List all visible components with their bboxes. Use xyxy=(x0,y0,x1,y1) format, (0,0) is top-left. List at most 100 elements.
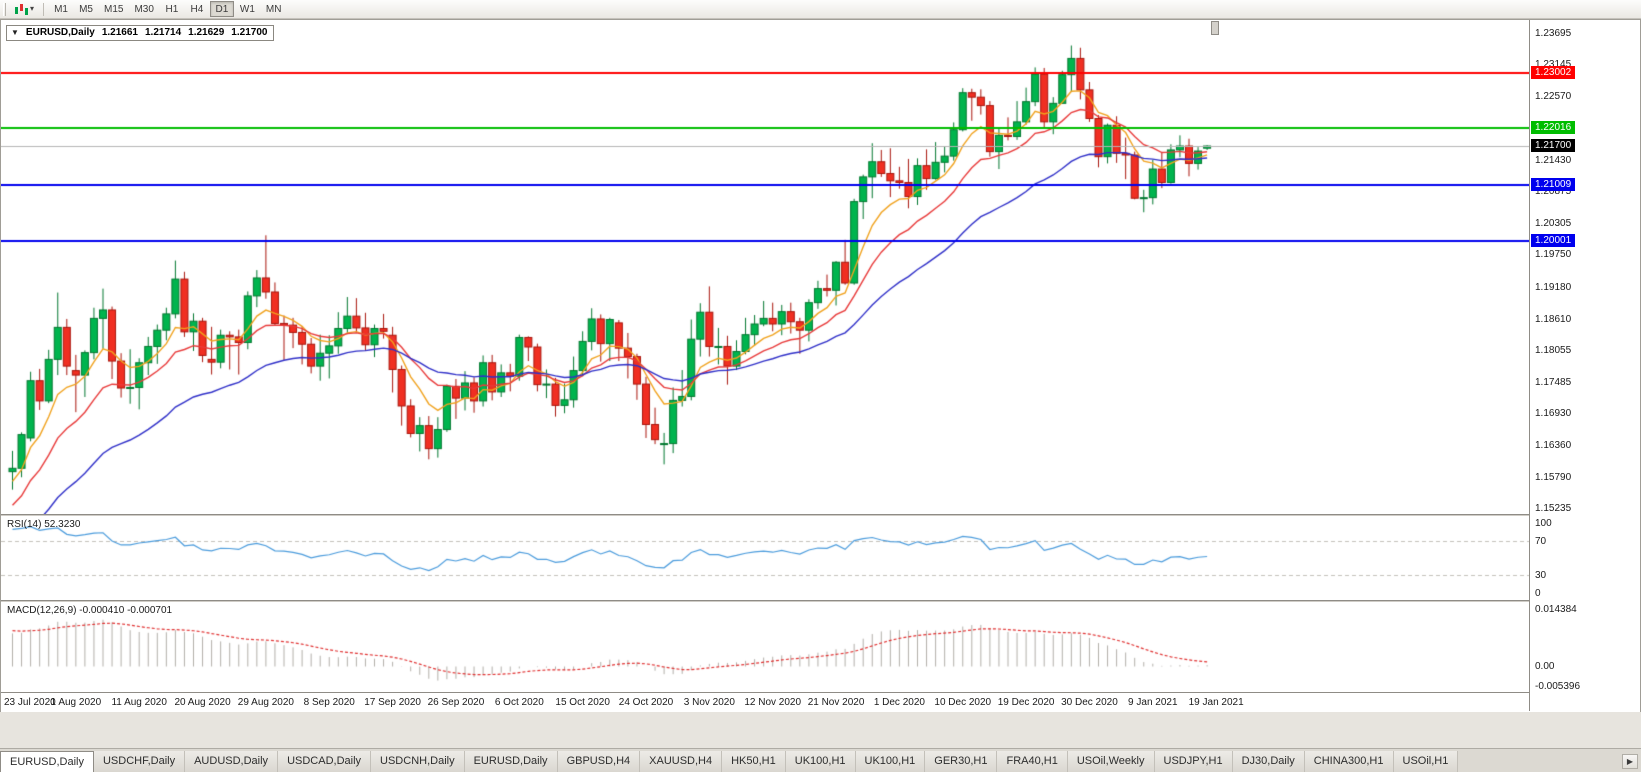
rsi-scale-label: 70 xyxy=(1535,536,1547,548)
macd-scale-label: -0.005396 xyxy=(1535,681,1581,692)
timeframe-button-m30[interactable]: M30 xyxy=(134,3,154,15)
price-chart-canvas[interactable] xyxy=(1,20,1529,514)
chart-tab-hk50-h1[interactable]: HK50,H1 xyxy=(722,751,786,772)
price-tick-label: 1.18055 xyxy=(1535,344,1572,356)
date-axis-label: 21 Nov 2020 xyxy=(807,697,865,708)
price-tick-label: 1.23145 xyxy=(1535,58,1572,70)
date-axis-label: 1 Dec 2020 xyxy=(873,697,925,708)
date-axis-label: 3 Nov 2020 xyxy=(683,697,735,708)
candlestick-chart-icon xyxy=(15,3,28,15)
chart-tab-usoil-weekly[interactable]: USOil,Weekly xyxy=(1067,751,1155,772)
price-scale[interactable]: 1.23695 1.23145 1.22570 1.21430 1.20875 1.203… xyxy=(1529,20,1640,711)
ohlc-close-value: 1.21700 xyxy=(231,27,268,38)
chart-title-overlay: ▼ EURUSD,Daily 1.21661 1.21714 1.21629 1… xyxy=(6,25,275,41)
chart-tab-usdjpy-h1[interactable]: USDJPY,H1 xyxy=(1154,751,1233,772)
date-axis-label: 19 Jan 2021 xyxy=(1188,697,1244,708)
toolbar: ▾ M1 M5 M15 M30 H1 H4 D1 W1 MN xyxy=(0,0,1641,19)
date-axis-label: 19 Dec 2020 xyxy=(997,697,1055,708)
timeframe-button-h1[interactable]: H1 xyxy=(165,3,179,15)
macd-scale-label: 0.00 xyxy=(1535,661,1555,673)
tabs-scroll-right-button[interactable]: ▶ xyxy=(1622,754,1638,769)
chart-window: ▼ EURUSD,Daily 1.21661 1.21714 1.21629 1… xyxy=(0,19,1641,712)
price-tick-label: 1.15790 xyxy=(1535,471,1572,483)
price-tick-label: 1.15235 xyxy=(1535,503,1572,514)
timeframe-button-d1[interactable]: D1 xyxy=(209,1,234,17)
date-axis-label: 30 Dec 2020 xyxy=(1061,697,1118,708)
timeframe-button-m15[interactable]: M15 xyxy=(104,3,124,15)
date-axis-label: 15 Oct 2020 xyxy=(555,697,610,708)
chart-tab-ger30-h1[interactable]: GER30,H1 xyxy=(925,751,998,772)
price-tick-label: 1.20305 xyxy=(1535,218,1572,230)
macd-scale-label: 0.014384 xyxy=(1535,604,1577,615)
date-axis-label: 8 Sep 2020 xyxy=(303,697,355,708)
rsi-indicator-label: RSI(14) 52.3230 xyxy=(7,519,81,530)
price-tick-label: 1.19750 xyxy=(1535,249,1572,261)
price-tick-label: 1.18610 xyxy=(1535,313,1572,325)
level-price-badge: 1.21009 xyxy=(1531,177,1576,191)
price-tick-label: 1.22570 xyxy=(1535,91,1572,103)
timeframe-button-m5[interactable]: M5 xyxy=(79,3,93,15)
date-axis-label: 12 Nov 2020 xyxy=(744,697,802,708)
chart-tab-gbpusd-h4[interactable]: GBPUSD,H4 xyxy=(557,751,641,772)
rsi-scale-label: 30 xyxy=(1535,569,1547,581)
macd-indicator-label: MACD(12,26,9) -0.000410 -0.000701 xyxy=(7,605,173,616)
chart-tab-uk100-h1[interactable]: UK100,H1 xyxy=(855,751,926,772)
chart-tab-eurusd-daily[interactable]: EURUSD,Daily xyxy=(0,751,94,772)
ohlc-low-value: 1.21629 xyxy=(188,27,225,38)
date-axis-label: 11 Aug 2020 xyxy=(111,697,167,708)
price-tick-label: 1.19180 xyxy=(1535,281,1572,293)
date-axis-label: 26 Sep 2020 xyxy=(427,697,485,708)
date-axis-label: 20 Aug 2020 xyxy=(174,697,231,708)
chart-tab-usdcad-daily[interactable]: USDCAD,Daily xyxy=(278,751,372,772)
rsi-indicator-canvas[interactable] xyxy=(1,516,1529,600)
chart-periods-icon[interactable]: ▾ xyxy=(10,1,38,18)
timeframe-toolbar: M1 M5 M15 M30 H1 H4 D1 W1 MN xyxy=(49,1,287,17)
ohlc-open-value: 1.21661 xyxy=(101,27,138,38)
panel-separator[interactable] xyxy=(1,600,1640,602)
price-tick-label: 1.17485 xyxy=(1535,376,1572,388)
chart-tab-eurusd-daily[interactable]: EURUSD,Daily xyxy=(464,751,558,772)
chart-tabs: EURUSD,Daily USDCHF,Daily AUDUSD,Daily USDC… xyxy=(0,751,1618,772)
date-axis-label: 23 Jul 2020 xyxy=(4,697,56,708)
date-axis-label: 9 Jan 2021 xyxy=(1128,697,1178,708)
toolbar-separator xyxy=(43,2,45,16)
date-axis[interactable]: 23 Jul 2020 1 Aug 2020 11 Aug 2020 20 Aug 2… xyxy=(1,692,1640,712)
chart-tab-usdchf-daily[interactable]: USDCHF,Daily xyxy=(93,751,186,772)
date-axis-label: 17 Sep 2020 xyxy=(364,697,421,708)
price-tick-label: 1.16930 xyxy=(1535,407,1572,419)
chart-shift-marker[interactable] xyxy=(1211,21,1219,35)
date-axis-label: 29 Aug 2020 xyxy=(237,697,294,708)
chart-tab-bar: EURUSD,Daily USDCHF,Daily AUDUSD,Daily USDC… xyxy=(0,748,1641,772)
date-axis-label: 24 Oct 2020 xyxy=(618,697,674,708)
current-price-badge: 1.21700 xyxy=(1531,139,1576,152)
date-axis-label: 10 Dec 2020 xyxy=(934,697,992,708)
date-axis-label: 6 Oct 2020 xyxy=(494,697,544,708)
level-price-badge: 1.23002 xyxy=(1531,65,1576,79)
chart-tab-usoil-h1[interactable]: USOil,H1 xyxy=(1393,751,1459,772)
panel-separator[interactable] xyxy=(1,514,1640,516)
chart-tab-china300-h1[interactable]: CHINA300,H1 xyxy=(1304,751,1394,772)
chart-tab-dj30-daily[interactable]: DJ30,Daily xyxy=(1232,751,1305,772)
chart-tab-uk100-h1[interactable]: UK100,H1 xyxy=(785,751,856,772)
timeframe-button-mn[interactable]: MN xyxy=(265,3,282,15)
price-tick-label: 1.16360 xyxy=(1535,439,1572,451)
dropdown-caret-icon: ▾ xyxy=(30,4,35,13)
timeframe-button-w1[interactable]: W1 xyxy=(239,3,255,15)
ohlc-high-value: 1.21714 xyxy=(144,27,182,38)
chart-symbol-label: EURUSD,Daily xyxy=(25,27,95,38)
chart-tab-xauusd-h4[interactable]: XAUUSD,H4 xyxy=(640,751,723,772)
price-tick-label: 1.23695 xyxy=(1535,28,1572,39)
price-tick-label: 1.21430 xyxy=(1535,155,1572,167)
rsi-scale-label: 0 xyxy=(1535,588,1541,599)
chart-tab-fra40-h1[interactable]: FRA40,H1 xyxy=(997,751,1068,772)
symbol-dropdown-icon[interactable]: ▼ xyxy=(11,27,19,37)
price-tick-label: 1.20875 xyxy=(1535,186,1572,198)
level-price-badge: 1.22016 xyxy=(1531,121,1576,135)
timeframe-button-h4[interactable]: H4 xyxy=(190,3,204,15)
macd-indicator-canvas[interactable] xyxy=(1,602,1529,692)
toolbar-grip[interactable] xyxy=(3,2,6,16)
chart-tab-audusd-daily[interactable]: AUDUSD,Daily xyxy=(185,751,279,772)
timeframe-button-m1[interactable]: M1 xyxy=(54,3,68,15)
chart-tab-usdcnh-daily[interactable]: USDCNH,Daily xyxy=(371,751,465,772)
date-axis-label: 1 Aug 2020 xyxy=(50,697,102,708)
